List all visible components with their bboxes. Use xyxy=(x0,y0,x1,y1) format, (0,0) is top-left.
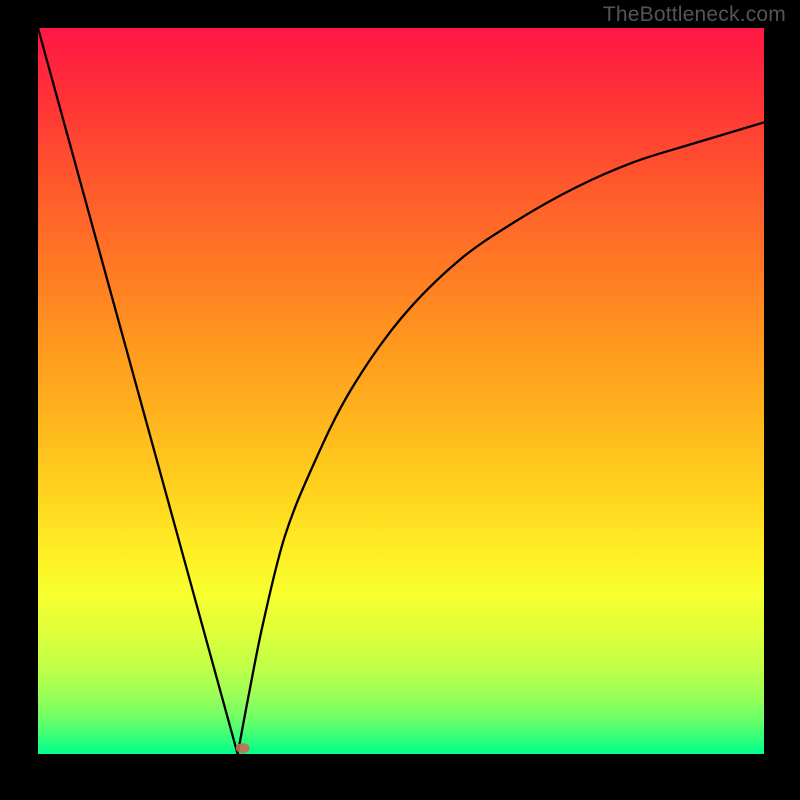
watermark-text: TheBottleneck.com xyxy=(603,3,786,27)
minimum-marker-icon xyxy=(236,743,250,753)
bottleneck-chart xyxy=(0,0,800,800)
plot-background xyxy=(38,28,764,754)
chart-container: TheBottleneck.com xyxy=(0,0,800,800)
